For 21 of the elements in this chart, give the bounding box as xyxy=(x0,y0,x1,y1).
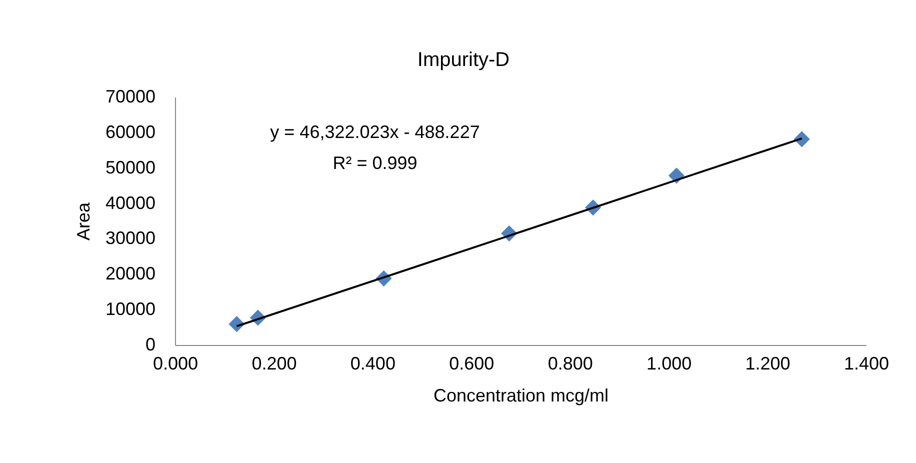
x-tick-label: 1.400 xyxy=(844,354,890,374)
x-tick-label: 0.200 xyxy=(252,354,297,374)
y-tick-label: 40000 xyxy=(105,192,156,213)
chart-title: Impurity-D xyxy=(417,49,510,71)
y-tick-label: 50000 xyxy=(105,157,156,178)
x-tick-label: 0.800 xyxy=(548,354,593,374)
annotation: y = 46,322.023x - 488.227 xyxy=(270,122,480,142)
x-tick-label: 0.600 xyxy=(449,354,494,374)
annotation: R² = 0.999 xyxy=(332,153,418,173)
y-tick-label: 10000 xyxy=(105,299,156,320)
x-axis-title: Concentration mcg/ml xyxy=(433,386,609,406)
y-axis-title: Area xyxy=(73,202,94,241)
x-tick-label: 1.200 xyxy=(745,354,790,374)
y-tick-label: 60000 xyxy=(105,122,156,142)
y-tick-label: 20000 xyxy=(105,264,156,284)
y-tick-label: 0 xyxy=(145,334,156,354)
y-tick-label: 30000 xyxy=(105,228,156,248)
y-tick-label: 70000 xyxy=(105,86,156,106)
x-tick-label: 0.000 xyxy=(152,354,198,374)
x-tick-label: 0.400 xyxy=(350,354,396,374)
x-tick-label: 1.000 xyxy=(646,354,692,374)
